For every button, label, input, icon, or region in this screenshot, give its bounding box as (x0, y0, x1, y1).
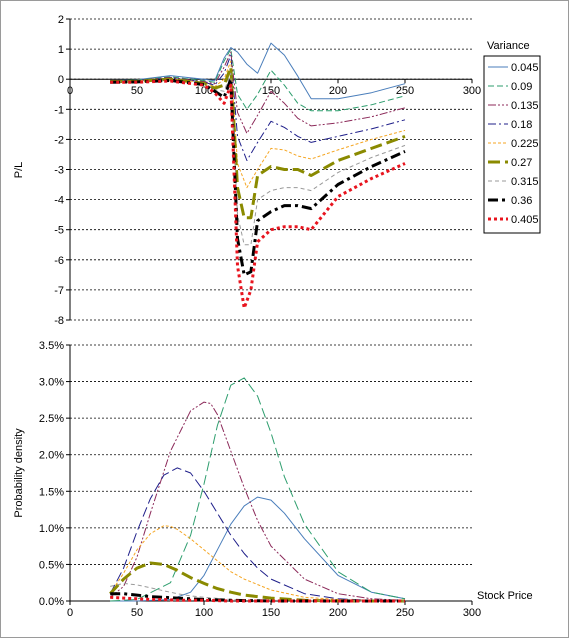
y-tick-label: 2 (58, 14, 64, 26)
y-tick-label: -7 (54, 285, 64, 297)
y-axis-label: P/L (13, 162, 25, 179)
legend-label: 0.405 (511, 214, 539, 226)
legend-title: Variance (487, 40, 530, 52)
y-tick-label: 3.5% (39, 340, 64, 352)
x-tick-label: 300 (463, 85, 481, 97)
y-tick-label: -2 (54, 134, 64, 146)
y-tick-label: 3.0% (39, 377, 64, 389)
chart-2: 3.5% 3.0% 2.5% 2.0% 1.5% 1.0% 0.5% 0.0%0 50 100 15… (13, 340, 533, 619)
y-tick-label: -3 (54, 165, 64, 177)
series-line-0.36 (110, 592, 405, 603)
y-tick-label: -6 (54, 255, 64, 267)
x-tick-label: 250 (396, 85, 414, 97)
y-axis-label: Probability density (13, 428, 25, 518)
x-axis-label: Stock Price (477, 590, 533, 602)
y-tick-label: 1.0% (39, 523, 64, 535)
series-line-0.135 (109, 401, 406, 601)
legend-label: 0.36 (511, 195, 532, 207)
chart-1: 210-1-2-3-4-5-6-7-80 50 100 150 200 250 300P/L… (13, 14, 541, 327)
x-tick-label: 50 (131, 607, 143, 619)
x-tick-label: 0 (67, 607, 73, 619)
series-line-0.225 (109, 525, 406, 602)
y-tick-label: 2.0% (39, 450, 64, 462)
y-tick-label: 0.5% (39, 559, 64, 571)
legend-label: 0.27 (511, 157, 532, 169)
series-line-0.135 (110, 51, 406, 134)
series-line-0.36 (110, 77, 406, 277)
x-tick-label: 150 (262, 607, 280, 619)
series-line-0.045 (110, 42, 406, 100)
series-line-0.405 (110, 79, 406, 310)
y-tick-label: 2.5% (39, 413, 64, 425)
legend-label: 0.045 (511, 62, 539, 74)
series-line-0.225 (110, 60, 406, 189)
x-tick-label: 100 (195, 607, 213, 619)
x-tick-label: 200 (329, 607, 347, 619)
legend-label: 0.225 (511, 138, 539, 150)
x-tick-label: 250 (396, 607, 414, 619)
x-tick-label: 0 (67, 85, 73, 97)
series-line-0.27 (109, 561, 405, 603)
y-tick-label: 1.5% (39, 486, 64, 498)
y-tick-label: -8 (54, 315, 64, 327)
x-tick-label: 200 (329, 85, 347, 97)
series-line-0.315 (110, 582, 405, 602)
y-tick-label: -4 (54, 195, 64, 207)
y-tick-label: -5 (54, 225, 64, 237)
y-tick-label: 1 (58, 44, 64, 56)
series-line-0.09 (110, 48, 406, 112)
series-line-0.315 (110, 72, 406, 246)
legend-label: 0.315 (511, 176, 539, 188)
legend-label: 0.09 (511, 81, 532, 93)
x-tick-label: 300 (463, 607, 481, 619)
x-tick-label: 50 (131, 85, 143, 97)
legend-label: 0.135 (511, 100, 539, 112)
y-tick-label: 0 (58, 74, 64, 86)
series-line-0.18 (110, 54, 406, 161)
legend-label: 0.18 (511, 119, 532, 131)
series-line-0.405 (110, 595, 405, 603)
series-line-0.18 (109, 467, 406, 602)
series-line-0.045 (110, 496, 406, 602)
y-tick-label: 0.0% (39, 596, 64, 608)
series-line-0.09 (110, 377, 406, 602)
y-tick-label: -1 (54, 104, 64, 116)
